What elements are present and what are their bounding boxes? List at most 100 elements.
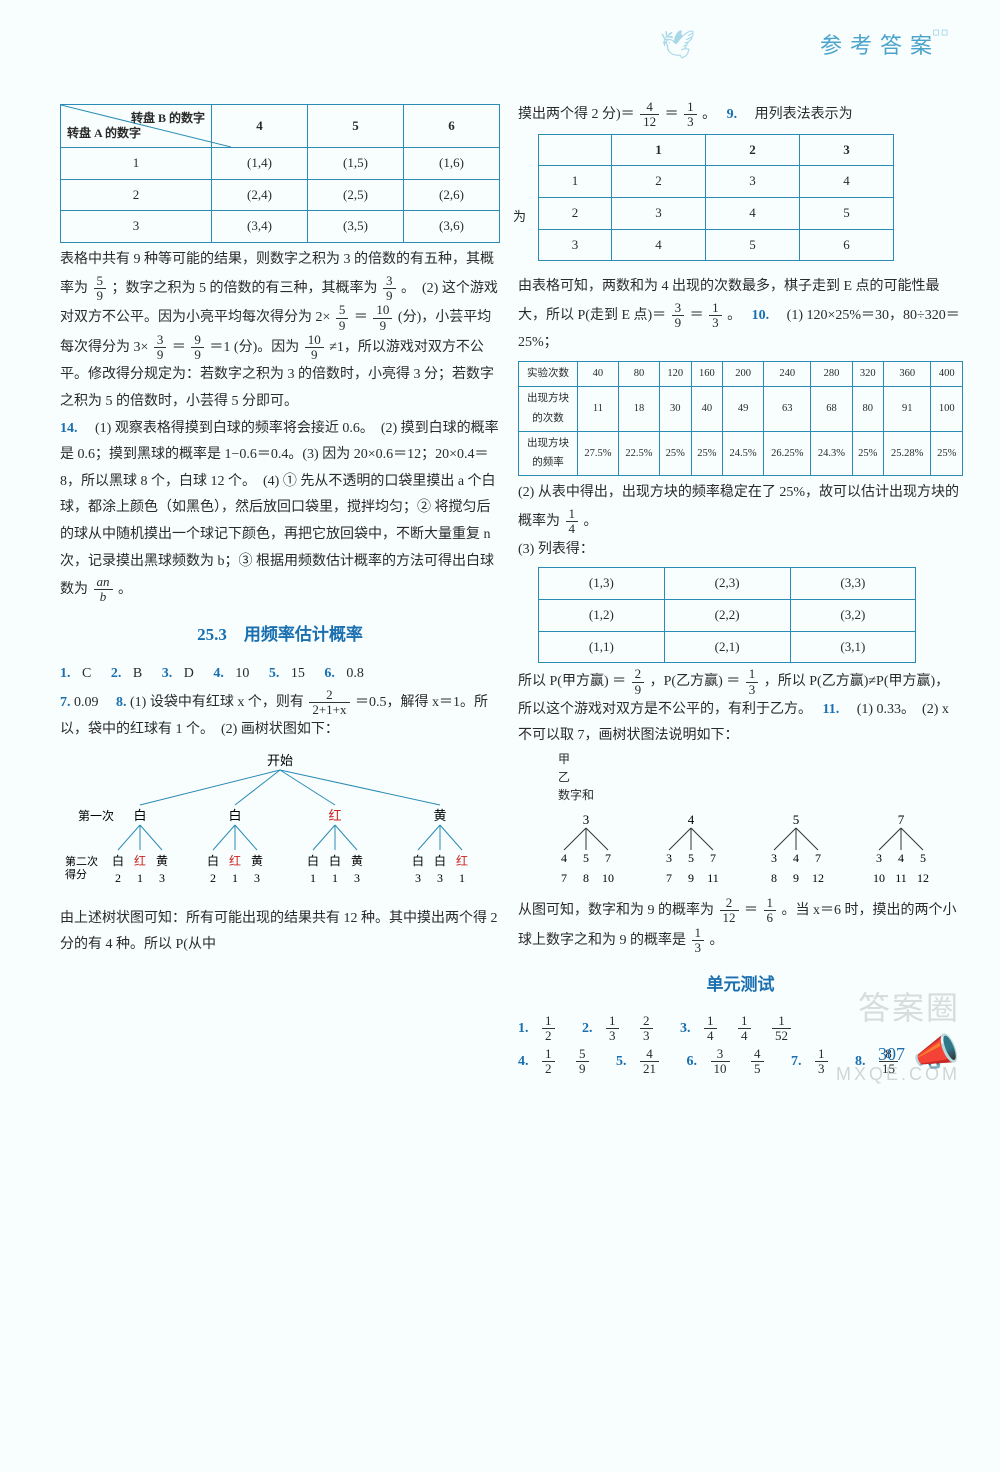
svg-text:白: 白 [228, 808, 241, 823]
cell: (1,6) [404, 148, 500, 180]
watermark-text: 答案圈 [858, 983, 960, 1029]
row-head: 1 [61, 148, 212, 180]
svg-text:第一次: 第一次 [78, 809, 114, 823]
paragraph: 从图可知，数字和为 9 的概率为 212 ＝ 16 。当 x＝6 时，摸出的两个… [518, 896, 963, 955]
svg-text:11: 11 [707, 871, 719, 885]
cell: (1,5) [308, 148, 404, 180]
bird-logo-icon: 🕊 [660, 28, 710, 68]
svg-text:白: 白 [412, 853, 424, 868]
svg-text:红: 红 [229, 853, 241, 868]
svg-text:3: 3 [354, 871, 360, 885]
svg-text:黄: 黄 [156, 854, 168, 868]
col-head: 6 [404, 105, 500, 148]
paragraph: (2) 从表中得出，出现方块的频率稳定在了 25%，故可以估计出现方块的概率为 … [518, 480, 963, 536]
cell: (3,5) [308, 211, 404, 243]
tree2-labels: 甲 乙 数字和 [558, 750, 963, 804]
page-number: 307 [878, 1044, 905, 1065]
paragraph: 由上述树状图可知：所有可能出现的结果共有 12 种。其中摸出两个得 2 分的有 … [60, 906, 500, 959]
svg-text:7: 7 [815, 851, 821, 865]
row-head: 2 [61, 179, 212, 211]
svg-text:3: 3 [415, 871, 421, 885]
diag-bot-label: 转盘 A 的数字 [67, 122, 141, 145]
paragraph: (3) 列表得： [518, 537, 963, 564]
svg-text:白: 白 [133, 808, 146, 823]
svg-text:2: 2 [115, 871, 121, 885]
text: ＝1 (分)。因为 [209, 340, 299, 355]
watermark-url: MXQE.COM [836, 1064, 960, 1085]
svg-text:红: 红 [456, 853, 468, 868]
svg-text:4: 4 [898, 851, 904, 865]
svg-text:黄: 黄 [433, 808, 446, 823]
svg-text:1: 1 [137, 871, 143, 885]
page-header-title: 参考答案 [820, 28, 940, 60]
tree-diagram: 开始 第一次 白 白 红 黄 第二次 得分 [60, 750, 500, 900]
cell: (2,5) [308, 179, 404, 211]
diag-top-label: 转盘 B 的数字 [131, 107, 205, 130]
svg-text:黄: 黄 [251, 854, 263, 868]
section-title: 25.3 用频率估计概率 [60, 619, 500, 651]
left-column: 转盘 B 的数字 转盘 A 的数字 4 5 6 1 (1,4) (1,5) (1… [60, 100, 500, 1079]
svg-text:1: 1 [459, 871, 465, 885]
paragraph: 由表格可知，两数和为 4 出现的次数最多，棋子走到 E 点的可能性最大，所以 P… [518, 274, 963, 357]
svg-text:7: 7 [897, 812, 904, 827]
paragraph: 所以 P(甲方赢) ＝ 29 ，P(乙方赢) ＝ 13 ，所以 P(乙方赢)≠P… [518, 667, 963, 750]
svg-text:白: 白 [307, 853, 319, 868]
header-deco-icon: ▫▫ [932, 20, 962, 50]
svg-text:白: 白 [434, 853, 446, 868]
text: (1) 观察表格得摸到白球的频率将会接近 0.6。 (2) 摸到白球的概率是 0… [60, 421, 499, 598]
question-number: 14. [60, 421, 78, 436]
svg-text:7: 7 [710, 851, 716, 865]
tree2-diagram: 3 4 5 7 457 357 347 345 7810 7 [526, 810, 956, 890]
svg-text:4: 4 [687, 812, 694, 827]
svg-text:1: 1 [310, 871, 316, 885]
svg-text:1: 1 [232, 871, 238, 885]
text: (1) 设袋中有红球 x 个，则有 [130, 695, 304, 710]
svg-text:白: 白 [329, 853, 341, 868]
svg-text:1: 1 [332, 871, 338, 885]
svg-text:白: 白 [207, 853, 219, 868]
row-head: 3 [61, 211, 212, 243]
svg-text:7: 7 [666, 871, 672, 885]
svg-text:得分: 得分 [65, 868, 87, 881]
svg-text:4: 4 [561, 851, 567, 865]
svg-text:10: 10 [873, 871, 885, 885]
paragraph: 摸出两个得 2 分)＝ 412 ＝ 13 。 9. 用列表法表示为 [518, 100, 963, 130]
svg-text:5: 5 [920, 851, 926, 865]
frequency-table: 实验次数4080120160200240280320360400 出现方块 的次… [518, 361, 963, 477]
cell: (2,4) [212, 179, 308, 211]
pair-table: (1,3)(2,3)(3,3) (1,2)(2,2)(3,2) (1,1)(2,… [538, 567, 916, 663]
svg-text:第二次: 第二次 [65, 854, 98, 868]
cell: (3,6) [404, 211, 500, 243]
svg-text:9: 9 [793, 871, 799, 885]
svg-text:10: 10 [602, 871, 614, 885]
svg-text:黄: 黄 [351, 854, 363, 868]
svg-text:8: 8 [583, 871, 589, 885]
spinner-product-table: 转盘 B 的数字 转盘 A 的数字 4 5 6 1 (1,4) (1,5) (1… [60, 104, 500, 243]
svg-text:3: 3 [876, 851, 882, 865]
svg-text:11: 11 [895, 871, 907, 885]
svg-text:3: 3 [582, 812, 589, 827]
svg-text:12: 12 [917, 871, 929, 885]
svg-text:9: 9 [688, 871, 694, 885]
svg-text:3: 3 [159, 871, 165, 885]
cell: (1,4) [212, 148, 308, 180]
svg-text:7: 7 [605, 851, 611, 865]
svg-text:3: 3 [771, 851, 777, 865]
text: 。 [118, 582, 132, 597]
right-column: 摸出两个得 2 分)＝ 412 ＝ 13 。 9. 用列表法表示为 12 3 12… [518, 100, 963, 1079]
text: ＝ [172, 340, 186, 355]
col-head: 5 [308, 105, 404, 148]
paragraph: 表格中共有 9 种等可能的结果，则数字之积为 3 的倍数的有五种，其概率为 59… [60, 247, 500, 416]
paragraph: 14. (1) 观察表格得摸到白球的频率将会接近 0.6。 (2) 摸到白球的概… [60, 416, 500, 605]
paragraph: 7. 0.09 8. (1) 设袋中有红球 x 个，则有 22+1+x ＝0.5… [60, 688, 500, 744]
svg-text:开始: 开始 [267, 753, 293, 768]
svg-text:红: 红 [328, 808, 341, 823]
svg-text:白: 白 [112, 853, 124, 868]
svg-text:8: 8 [771, 871, 777, 885]
text: ；数字之积为 5 的倍数的有三种，其概率为 [112, 281, 378, 296]
svg-text:红: 红 [134, 853, 146, 868]
svg-text:5: 5 [688, 851, 694, 865]
answer-row: 1. C 2. B 3. D 4. 10 5. 15 6. 0.8 [60, 661, 500, 688]
text: ＝ [354, 310, 368, 325]
svg-text:12: 12 [812, 871, 824, 885]
